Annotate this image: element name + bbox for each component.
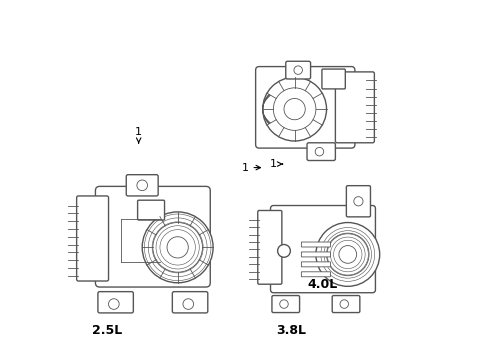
FancyBboxPatch shape <box>346 186 370 217</box>
Text: 2.5L: 2.5L <box>92 324 122 337</box>
Circle shape <box>183 299 194 309</box>
Circle shape <box>284 99 305 120</box>
FancyBboxPatch shape <box>126 175 158 196</box>
FancyBboxPatch shape <box>76 196 109 281</box>
Text: 1: 1 <box>242 163 261 172</box>
Circle shape <box>280 300 288 308</box>
Circle shape <box>109 299 119 309</box>
FancyBboxPatch shape <box>332 296 360 312</box>
FancyBboxPatch shape <box>272 296 299 312</box>
Circle shape <box>326 233 369 276</box>
Circle shape <box>315 147 324 156</box>
FancyBboxPatch shape <box>172 292 208 313</box>
FancyBboxPatch shape <box>322 69 345 89</box>
Circle shape <box>278 244 291 257</box>
Circle shape <box>137 180 147 191</box>
Circle shape <box>273 88 316 130</box>
Text: 3.8L: 3.8L <box>276 324 306 337</box>
FancyBboxPatch shape <box>301 262 330 267</box>
FancyBboxPatch shape <box>301 272 330 277</box>
Circle shape <box>316 222 380 286</box>
Circle shape <box>167 237 188 258</box>
FancyBboxPatch shape <box>301 252 330 257</box>
Text: 1: 1 <box>270 159 282 169</box>
Circle shape <box>153 222 202 272</box>
Circle shape <box>294 66 302 75</box>
FancyBboxPatch shape <box>286 61 311 79</box>
FancyBboxPatch shape <box>335 72 374 143</box>
FancyBboxPatch shape <box>258 211 282 284</box>
Circle shape <box>339 246 357 263</box>
Text: 4.0L: 4.0L <box>308 278 338 291</box>
FancyBboxPatch shape <box>138 200 165 220</box>
Circle shape <box>263 77 326 141</box>
Text: 1: 1 <box>135 127 142 143</box>
FancyBboxPatch shape <box>301 242 330 247</box>
FancyBboxPatch shape <box>96 186 210 287</box>
FancyBboxPatch shape <box>98 292 133 313</box>
Circle shape <box>142 212 213 283</box>
Circle shape <box>340 300 348 308</box>
Circle shape <box>354 197 363 206</box>
FancyBboxPatch shape <box>307 143 335 161</box>
FancyBboxPatch shape <box>270 206 375 293</box>
FancyBboxPatch shape <box>256 67 355 148</box>
